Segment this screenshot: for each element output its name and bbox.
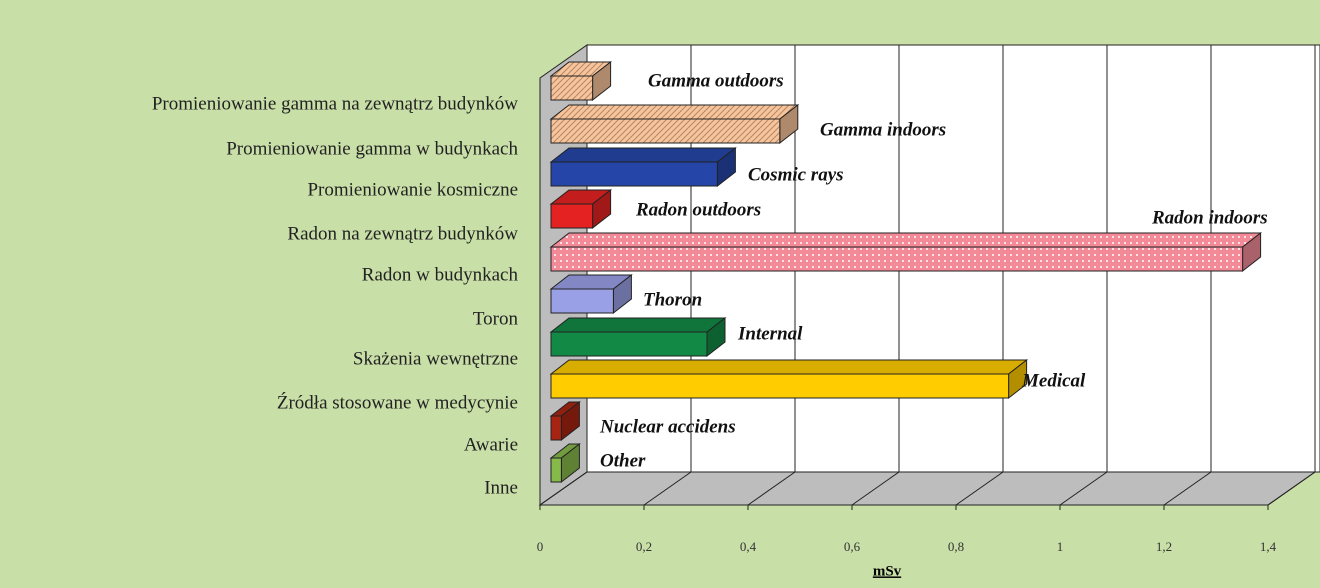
x-tick-label: 1,4 (1260, 539, 1277, 554)
bar (549, 273, 633, 315)
x-tick-label: 1 (1057, 539, 1064, 554)
floor-grid-line (1059, 471, 1108, 506)
floor-grid-line (955, 471, 1004, 506)
bar-annotation: Radon indoors (1151, 207, 1268, 228)
floor-grid-line (851, 471, 900, 506)
x-tick-label: 0 (537, 539, 544, 554)
bar (549, 231, 1263, 273)
bar (549, 146, 737, 188)
bar (549, 400, 581, 442)
bar-annotation: Medical (1021, 370, 1086, 391)
category-label: Radon na zewnątrz budynków (287, 223, 518, 244)
floor (538, 471, 1317, 506)
category-label: Promieniowanie gamma na zewnątrz budynkó… (152, 93, 518, 114)
x-axis-label: mSv (873, 563, 902, 579)
x-tick-label: 0,6 (844, 539, 861, 554)
bar (549, 442, 581, 484)
x-tick-label: 0,2 (636, 539, 652, 554)
x-tick-label: 0,8 (948, 539, 964, 554)
category-label: Skażenia wewnętrzne (353, 348, 518, 369)
category-label: Promieniowanie gamma w budynkach (226, 138, 518, 159)
bar-annotation: Nuclear accidens (599, 416, 736, 437)
category-label: Awarie (464, 434, 518, 455)
bar (549, 358, 1029, 400)
category-label: Źródła stosowane w medycynie (277, 391, 518, 413)
bar-annotation: Radon outdoors (635, 199, 761, 220)
bar (549, 188, 613, 230)
floor-grid-line (1163, 471, 1212, 506)
bar-annotation: Thoron (643, 289, 702, 310)
bar-annotation: Other (600, 450, 646, 471)
category-label: Promieniowanie kosmiczne (307, 179, 518, 200)
x-tick-label: 1,2 (1156, 539, 1172, 554)
floor-grid-line (539, 471, 588, 506)
floor-grid-line (747, 471, 796, 506)
category-label: Inne (484, 477, 518, 498)
bar (549, 316, 727, 358)
floor-grid-line (643, 471, 692, 506)
category-label: Radon w budynkach (362, 264, 519, 285)
floor-grid-line (1267, 471, 1316, 506)
bar-annotation: Gamma indoors (820, 119, 946, 140)
bar-annotation: Gamma outdoors (648, 70, 784, 91)
x-tick-label: 0,4 (740, 539, 757, 554)
category-label: Toron (473, 308, 519, 329)
bar (549, 103, 800, 145)
bar-annotation: Cosmic rays (748, 164, 844, 185)
bar-annotation: Internal (737, 323, 803, 344)
bar (549, 60, 613, 102)
